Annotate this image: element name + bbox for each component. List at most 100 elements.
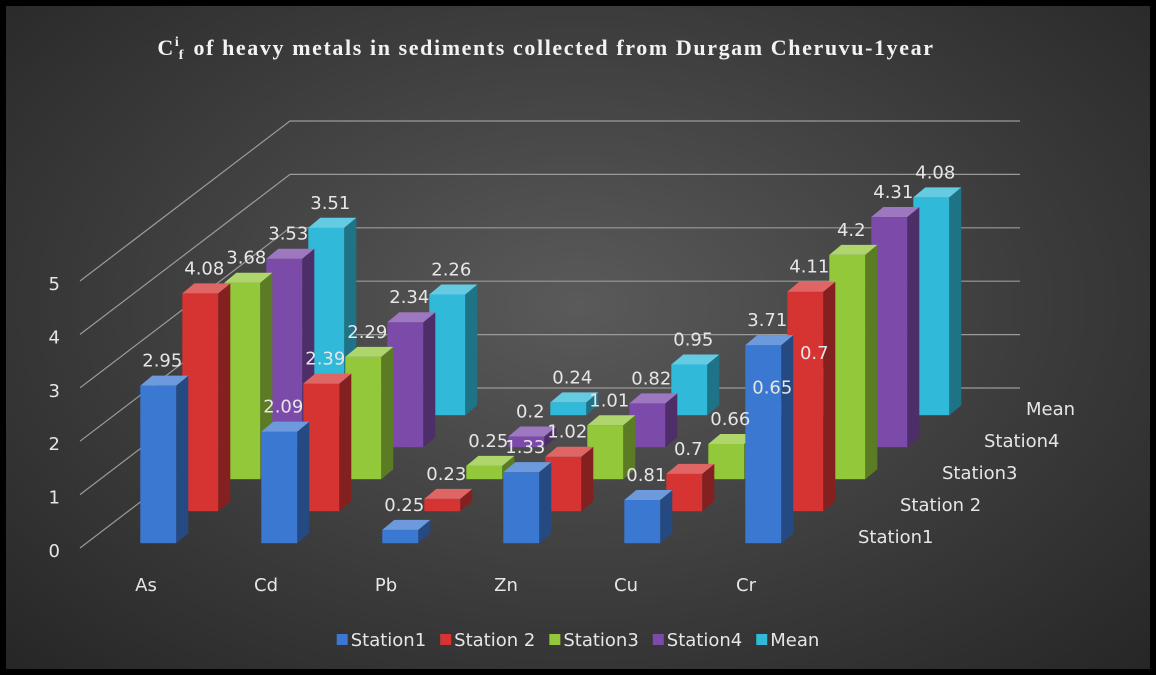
bar <box>666 463 715 512</box>
y-tick-label: 1 <box>49 488 60 509</box>
bar-side <box>544 426 557 448</box>
bar-side <box>423 312 436 448</box>
bar <box>787 281 836 512</box>
bar-top <box>466 455 515 466</box>
bar-side <box>218 283 231 512</box>
bar-top <box>587 415 636 426</box>
x-tick-label: Cd <box>254 575 278 596</box>
chart: 0 1 2 3 4 5 Station1 Station 2 Station3 Station4 M… <box>49 120 1075 651</box>
data-label: 3.71 <box>747 310 787 331</box>
legend-swatch <box>336 634 348 645</box>
legend-label: Mean <box>770 630 819 651</box>
bar-side <box>381 346 394 480</box>
y-tick-label: 4 <box>49 327 60 348</box>
bar-side <box>586 392 599 416</box>
bar <box>913 187 962 416</box>
data-label: 4.31 <box>873 182 913 203</box>
bar-side <box>418 519 431 544</box>
bar <box>508 426 557 448</box>
bar-side <box>176 375 189 544</box>
bar-top <box>345 346 394 357</box>
data-label: 0.81 <box>626 465 666 486</box>
data-label: 4.11 <box>789 257 829 278</box>
bar <box>429 284 478 416</box>
bar-top <box>308 217 357 228</box>
data-label: 2.34 <box>389 287 429 308</box>
bar-side <box>781 335 794 544</box>
grid-line <box>79 120 1020 282</box>
depth-label: Station4 <box>984 431 1059 452</box>
bar-top <box>745 335 794 346</box>
bar-front <box>550 402 587 416</box>
bar-side <box>539 462 552 544</box>
bar-front <box>261 431 298 544</box>
y-tick-label: 3 <box>49 381 60 402</box>
y-tick-label: 2 <box>49 434 60 455</box>
bar-side <box>949 187 962 416</box>
bar-top <box>303 373 352 384</box>
bar-side <box>907 207 920 448</box>
data-label: 1.02 <box>547 422 587 443</box>
depth-label: Station 2 <box>900 495 981 516</box>
bar-top <box>629 393 678 404</box>
bar-top <box>545 446 594 457</box>
title-sub: f <box>178 48 184 63</box>
bar-top <box>429 284 478 295</box>
legend-label: Station4 <box>667 630 742 651</box>
legend-label: Station1 <box>351 630 426 651</box>
bar-side <box>460 488 473 512</box>
data-label: 0.2 <box>516 402 545 423</box>
bar-side <box>339 373 352 512</box>
bar-top <box>503 462 552 473</box>
chart-title: Cif of heavy metals in sediments collecte… <box>116 28 976 71</box>
bar-side <box>581 446 594 512</box>
bar <box>624 489 673 544</box>
bar-front <box>466 465 503 480</box>
data-label: 1.01 <box>589 390 629 411</box>
bar-side <box>665 393 678 448</box>
bar <box>382 519 431 544</box>
legend-swatch <box>549 634 561 645</box>
data-label: 2.39 <box>305 349 345 370</box>
x-tick-label: Cu <box>614 575 638 596</box>
legend-swatch <box>440 634 452 645</box>
x-tick-label: Pb <box>375 575 397 596</box>
data-label: 0.24 <box>552 367 592 388</box>
legend-swatch <box>652 634 664 645</box>
bar-top <box>424 488 473 499</box>
data-label: 0.7 <box>800 343 829 364</box>
bar <box>387 312 436 448</box>
bar <box>829 244 878 480</box>
bar <box>424 488 473 512</box>
bar-top <box>829 244 878 255</box>
x-tick-label: Zn <box>494 575 518 596</box>
bar-side <box>465 284 478 416</box>
bar-top <box>871 207 920 218</box>
bar <box>745 335 794 544</box>
bar-side <box>707 354 720 416</box>
data-label: 0.25 <box>384 495 424 516</box>
bar <box>545 446 594 512</box>
bar-top <box>671 354 720 365</box>
bar-top <box>624 489 673 500</box>
bar-side <box>823 281 836 512</box>
title-base: C <box>157 35 175 60</box>
legend: Station1 Station 2 Station3 Station4 Mean <box>336 630 819 651</box>
bar-top <box>140 375 189 386</box>
bar-top <box>708 433 757 444</box>
bar <box>261 421 310 544</box>
depth-label: Station3 <box>942 463 1017 484</box>
bar-top <box>387 312 436 323</box>
bar <box>550 392 599 416</box>
data-label: 1.33 <box>505 437 545 458</box>
bar-front <box>745 345 782 544</box>
bar <box>345 346 394 480</box>
grid-line <box>79 227 1020 389</box>
legend-label: Station 2 <box>454 630 535 651</box>
legend-swatch <box>756 634 768 645</box>
bar-top <box>787 281 836 292</box>
data-label: 0.23 <box>426 464 466 485</box>
x-tick-label: Cr <box>736 575 757 596</box>
bar-top <box>382 519 431 530</box>
